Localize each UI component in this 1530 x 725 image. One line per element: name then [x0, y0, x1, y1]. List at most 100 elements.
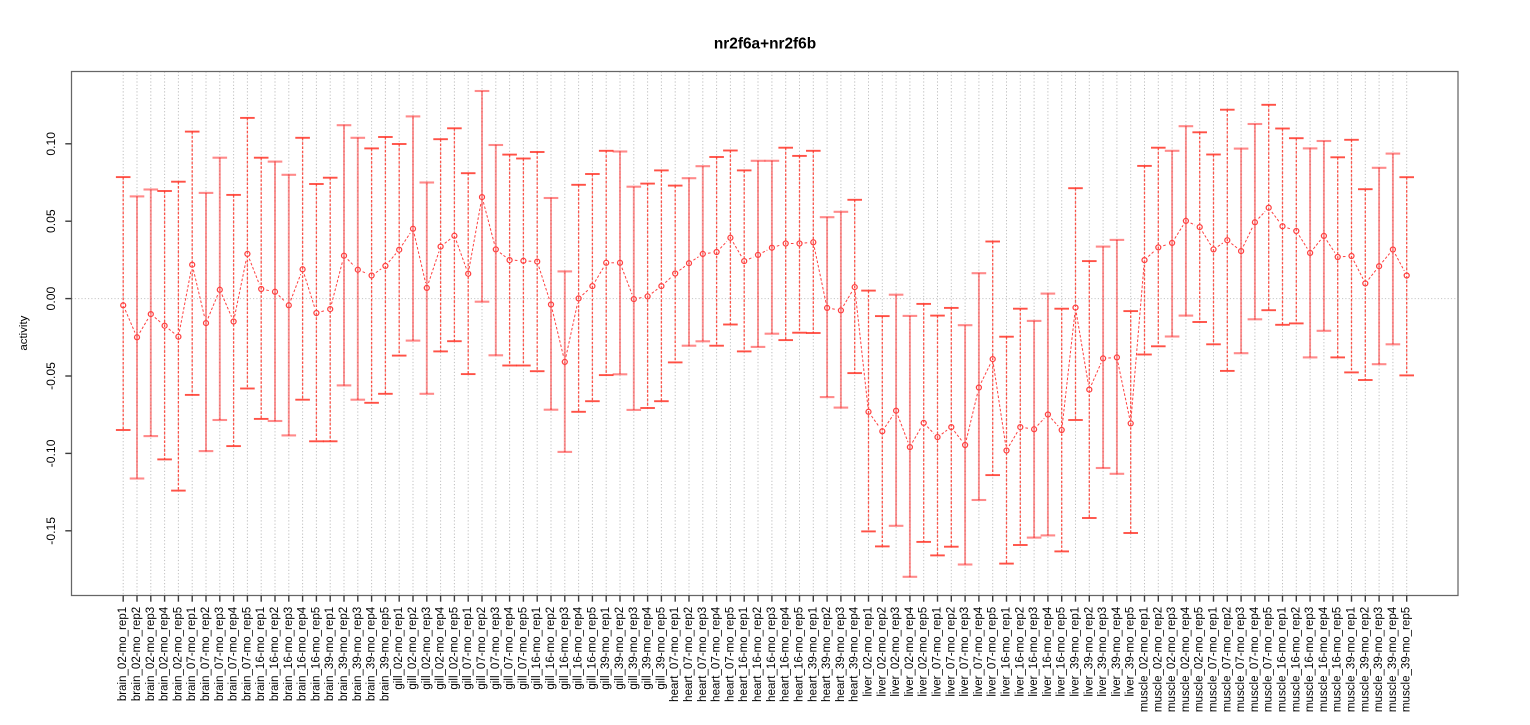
- svg-text:liver_16-mo_rep2: liver_16-mo_rep2: [1014, 607, 1026, 697]
- svg-text:liver_07-mo_rep4: liver_07-mo_rep4: [973, 606, 985, 696]
- svg-text:liver_02-mo_rep3: liver_02-mo_rep3: [890, 607, 902, 697]
- svg-text:gill_16-mo_rep4: gill_16-mo_rep4: [573, 606, 585, 689]
- svg-text:heart_07-mo_rep1: heart_07-mo_rep1: [669, 607, 681, 702]
- svg-text:brain_07-mo_rep4: brain_07-mo_rep4: [228, 606, 240, 701]
- svg-text:muscle_07-mo_rep1: muscle_07-mo_rep1: [1208, 607, 1220, 712]
- svg-text:brain_16-mo_rep2: brain_16-mo_rep2: [269, 607, 281, 701]
- svg-text:muscle_16-mo_rep5: muscle_16-mo_rep5: [1332, 607, 1344, 712]
- svg-text:heart_16-mo_rep4: heart_16-mo_rep4: [780, 606, 792, 702]
- svg-text:gill_39-mo_rep2: gill_39-mo_rep2: [614, 607, 626, 690]
- svg-text:gill_02-mo_rep5: gill_02-mo_rep5: [448, 607, 460, 690]
- svg-text:brain_07-mo_rep5: brain_07-mo_rep5: [241, 607, 253, 701]
- svg-text:liver_39-mo_rep4: liver_39-mo_rep4: [1111, 606, 1123, 696]
- svg-text:-0.15: -0.15: [44, 517, 58, 545]
- svg-text:muscle_07-mo_rep3: muscle_07-mo_rep3: [1235, 607, 1247, 712]
- svg-text:0.10: 0.10: [44, 132, 58, 156]
- svg-text:heart_07-mo_rep4: heart_07-mo_rep4: [711, 606, 723, 702]
- svg-text:brain_16-mo_rep5: brain_16-mo_rep5: [310, 607, 322, 701]
- svg-text:gill_07-mo_rep2: gill_07-mo_rep2: [476, 607, 488, 690]
- svg-text:muscle_02-mo_rep3: muscle_02-mo_rep3: [1166, 607, 1178, 712]
- svg-text:muscle_07-mo_rep5: muscle_07-mo_rep5: [1263, 607, 1275, 712]
- svg-text:liver_07-mo_rep2: liver_07-mo_rep2: [945, 607, 957, 697]
- svg-text:gill_07-mo_rep5: gill_07-mo_rep5: [517, 607, 529, 690]
- svg-text:brain_02-mo_rep3: brain_02-mo_rep3: [145, 607, 157, 701]
- svg-text:activity: activity: [18, 315, 30, 350]
- svg-text:heart_07-mo_rep3: heart_07-mo_rep3: [697, 607, 709, 702]
- svg-text:muscle_07-mo_rep2: muscle_07-mo_rep2: [1221, 607, 1233, 712]
- svg-text:brain_02-mo_rep1: brain_02-mo_rep1: [117, 607, 129, 701]
- svg-text:brain_16-mo_rep3: brain_16-mo_rep3: [283, 607, 295, 701]
- svg-text:muscle_16-mo_rep1: muscle_16-mo_rep1: [1277, 607, 1289, 712]
- svg-text:gill_07-mo_rep4: gill_07-mo_rep4: [504, 606, 516, 689]
- svg-text:0.05: 0.05: [44, 209, 58, 233]
- svg-text:liver_16-mo_rep1: liver_16-mo_rep1: [1001, 607, 1013, 697]
- svg-text:brain_07-mo_rep1: brain_07-mo_rep1: [186, 607, 198, 701]
- svg-text:heart_39-mo_rep4: heart_39-mo_rep4: [849, 606, 861, 702]
- svg-text:gill_16-mo_rep3: gill_16-mo_rep3: [559, 607, 571, 690]
- svg-text:brain_07-mo_rep3: brain_07-mo_rep3: [214, 607, 226, 701]
- svg-text:liver_02-mo_rep4: liver_02-mo_rep4: [904, 606, 916, 696]
- svg-text:gill_16-mo_rep1: gill_16-mo_rep1: [531, 607, 543, 690]
- svg-text:gill_07-mo_rep3: gill_07-mo_rep3: [490, 607, 502, 690]
- svg-text:heart_07-mo_rep5: heart_07-mo_rep5: [724, 607, 736, 702]
- svg-text:brain_16-mo_rep4: brain_16-mo_rep4: [297, 606, 309, 701]
- svg-text:brain_02-mo_rep2: brain_02-mo_rep2: [131, 607, 143, 701]
- svg-text:muscle_39-mo_rep3: muscle_39-mo_rep3: [1373, 607, 1385, 712]
- svg-text:liver_07-mo_rep1: liver_07-mo_rep1: [932, 607, 944, 697]
- svg-text:liver_39-mo_rep5: liver_39-mo_rep5: [1125, 607, 1137, 697]
- svg-text:liver_16-mo_rep5: liver_16-mo_rep5: [1056, 607, 1068, 697]
- svg-text:gill_16-mo_rep5: gill_16-mo_rep5: [586, 607, 598, 690]
- svg-text:muscle_02-mo_rep1: muscle_02-mo_rep1: [1139, 607, 1151, 712]
- svg-text:gill_39-mo_rep3: gill_39-mo_rep3: [628, 607, 640, 690]
- svg-text:heart_39-mo_rep1: heart_39-mo_rep1: [807, 607, 819, 702]
- svg-text:muscle_39-mo_rep5: muscle_39-mo_rep5: [1401, 607, 1413, 712]
- svg-text:liver_39-mo_rep1: liver_39-mo_rep1: [1070, 607, 1082, 697]
- svg-text:brain_39-mo_rep2: brain_39-mo_rep2: [338, 607, 350, 701]
- svg-text:muscle_16-mo_rep3: muscle_16-mo_rep3: [1304, 607, 1316, 712]
- svg-text:gill_16-mo_rep2: gill_16-mo_rep2: [545, 607, 557, 690]
- svg-text:liver_16-mo_rep4: liver_16-mo_rep4: [1042, 606, 1054, 696]
- svg-text:gill_02-mo_rep2: gill_02-mo_rep2: [407, 607, 419, 690]
- svg-text:brain_02-mo_rep4: brain_02-mo_rep4: [159, 606, 171, 701]
- svg-text:brain_39-mo_rep5: brain_39-mo_rep5: [379, 607, 391, 701]
- svg-text:muscle_39-mo_rep1: muscle_39-mo_rep1: [1346, 607, 1358, 712]
- svg-text:gill_02-mo_rep4: gill_02-mo_rep4: [435, 606, 447, 689]
- svg-text:muscle_02-mo_rep4: muscle_02-mo_rep4: [1180, 606, 1192, 712]
- svg-text:brain_07-mo_rep2: brain_07-mo_rep2: [200, 607, 212, 701]
- svg-text:gill_39-mo_rep4: gill_39-mo_rep4: [642, 606, 654, 689]
- svg-text:muscle_02-mo_rep5: muscle_02-mo_rep5: [1194, 607, 1206, 712]
- svg-text:gill_39-mo_rep5: gill_39-mo_rep5: [655, 607, 667, 690]
- svg-text:muscle_02-mo_rep2: muscle_02-mo_rep2: [1152, 607, 1164, 712]
- svg-text:brain_02-mo_rep5: brain_02-mo_rep5: [172, 607, 184, 701]
- svg-text:brain_39-mo_rep1: brain_39-mo_rep1: [324, 607, 336, 701]
- svg-text:heart_39-mo_rep3: heart_39-mo_rep3: [835, 607, 847, 702]
- svg-text:muscle_39-mo_rep4: muscle_39-mo_rep4: [1387, 606, 1399, 712]
- svg-text:brain_39-mo_rep4: brain_39-mo_rep4: [366, 606, 378, 701]
- svg-text:liver_07-mo_rep5: liver_07-mo_rep5: [987, 607, 999, 697]
- svg-text:liver_02-mo_rep5: liver_02-mo_rep5: [918, 607, 930, 697]
- svg-text:liver_07-mo_rep3: liver_07-mo_rep3: [959, 607, 971, 697]
- svg-text:liver_02-mo_rep2: liver_02-mo_rep2: [876, 607, 888, 697]
- svg-text:heart_16-mo_rep3: heart_16-mo_rep3: [766, 607, 778, 702]
- svg-text:muscle_16-mo_rep4: muscle_16-mo_rep4: [1318, 606, 1330, 712]
- svg-text:-0.10: -0.10: [44, 439, 58, 467]
- svg-text:gill_02-mo_rep3: gill_02-mo_rep3: [421, 607, 433, 690]
- svg-text:heart_39-mo_rep2: heart_39-mo_rep2: [821, 607, 833, 702]
- svg-text:brain_16-mo_rep1: brain_16-mo_rep1: [255, 607, 267, 701]
- svg-text:gill_07-mo_rep1: gill_07-mo_rep1: [462, 607, 474, 690]
- svg-text:muscle_39-mo_rep2: muscle_39-mo_rep2: [1359, 607, 1371, 712]
- svg-text:liver_02-mo_rep1: liver_02-mo_rep1: [863, 607, 875, 697]
- svg-text:muscle_07-mo_rep4: muscle_07-mo_rep4: [1249, 606, 1261, 712]
- svg-text:0.00: 0.00: [44, 287, 58, 311]
- svg-text:gill_39-mo_rep1: gill_39-mo_rep1: [600, 607, 612, 690]
- svg-text:liver_39-mo_rep3: liver_39-mo_rep3: [1097, 607, 1109, 697]
- svg-text:-0.05: -0.05: [44, 362, 58, 390]
- svg-text:heart_16-mo_rep1: heart_16-mo_rep1: [738, 607, 750, 702]
- svg-text:heart_16-mo_rep2: heart_16-mo_rep2: [752, 607, 764, 702]
- svg-text:brain_39-mo_rep3: brain_39-mo_rep3: [352, 607, 364, 701]
- svg-text:liver_16-mo_rep3: liver_16-mo_rep3: [1028, 607, 1040, 697]
- svg-text:nr2f6a+nr2f6b: nr2f6a+nr2f6b: [714, 36, 816, 53]
- svg-text:heart_16-mo_rep5: heart_16-mo_rep5: [794, 607, 806, 702]
- svg-text:muscle_16-mo_rep2: muscle_16-mo_rep2: [1290, 607, 1302, 712]
- svg-text:gill_02-mo_rep1: gill_02-mo_rep1: [393, 607, 405, 690]
